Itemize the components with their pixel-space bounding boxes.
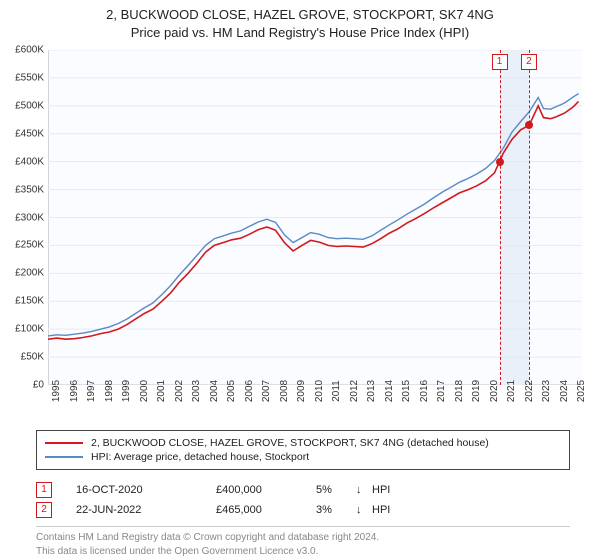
y-tick-label: £100K (0, 324, 44, 335)
y-tick-label: £550K (0, 72, 44, 83)
x-tick-label: 2013 (366, 380, 377, 402)
y-tick-label: £200K (0, 268, 44, 279)
legend-label: 2, BUCKWOOD CLOSE, HAZEL GROVE, STOCKPOR… (91, 437, 489, 449)
x-tick-label: 2012 (349, 380, 360, 402)
marker-vline (500, 50, 501, 385)
x-tick-label: 2020 (489, 380, 500, 402)
x-tick-label: 2024 (559, 380, 570, 402)
license-text: Contains HM Land Registry data © Crown c… (36, 531, 570, 558)
x-tick-label: 2021 (506, 380, 517, 402)
transactions: 1 16-OCT-2020 £400,000 5% ↓ HPI 2 22-JUN… (36, 480, 570, 520)
txn-delta: 5% (316, 484, 356, 496)
license-line2: This data is licensed under the Open Gov… (36, 545, 570, 559)
y-tick-label: £50K (0, 352, 44, 363)
x-tick-label: 2001 (156, 380, 167, 402)
x-tick-label: 1995 (51, 380, 62, 402)
marker-vline (529, 50, 530, 385)
transaction-row: 2 22-JUN-2022 £465,000 3% ↓ HPI (36, 500, 570, 520)
marker-dot (525, 121, 533, 129)
x-tick-label: 2017 (436, 380, 447, 402)
x-tick-label: 2008 (279, 380, 290, 402)
root: 2, BUCKWOOD CLOSE, HAZEL GROVE, STOCKPOR… (0, 0, 600, 560)
grid-and-series (48, 50, 582, 385)
transaction-row: 1 16-OCT-2020 £400,000 5% ↓ HPI (36, 480, 570, 500)
marker-label: 2 (521, 54, 537, 70)
bottom-panel: 2, BUCKWOOD CLOSE, HAZEL GROVE, STOCKPOR… (36, 430, 570, 558)
x-tick-label: 2009 (296, 380, 307, 402)
title-line2: Price paid vs. HM Land Registry's House … (0, 24, 600, 42)
marker-dot (496, 158, 504, 166)
x-tick-label: 2014 (384, 380, 395, 402)
txn-ref: HPI (372, 504, 390, 516)
txn-badge: 2 (36, 502, 52, 518)
x-tick-label: 2019 (471, 380, 482, 402)
x-tick-label: 1998 (104, 380, 115, 402)
down-arrow-icon: ↓ (356, 504, 372, 516)
x-tick-label: 2004 (209, 380, 220, 402)
divider (36, 526, 570, 527)
txn-ref: HPI (372, 484, 390, 496)
y-tick-label: £300K (0, 212, 44, 223)
marker-label: 1 (492, 54, 508, 70)
legend-swatch (45, 456, 83, 458)
y-tick-label: £350K (0, 184, 44, 195)
x-tick-label: 2011 (331, 380, 342, 402)
txn-delta: 3% (316, 504, 356, 516)
legend-swatch (45, 442, 83, 444)
legend-item: HPI: Average price, detached house, Stoc… (45, 450, 561, 464)
x-tick-label: 2000 (139, 380, 150, 402)
x-tick-label: 2002 (174, 380, 185, 402)
x-tick-label: 1996 (69, 380, 80, 402)
x-tick-label: 1997 (86, 380, 97, 402)
x-tick-label: 2018 (454, 380, 465, 402)
x-tick-label: 2015 (401, 380, 412, 402)
legend-item: 2, BUCKWOOD CLOSE, HAZEL GROVE, STOCKPOR… (45, 436, 561, 450)
legend: 2, BUCKWOOD CLOSE, HAZEL GROVE, STOCKPOR… (36, 430, 570, 470)
txn-price: £465,000 (216, 504, 316, 516)
legend-label: HPI: Average price, detached house, Stoc… (91, 451, 309, 463)
x-tick-label: 2003 (191, 380, 202, 402)
chart-title: 2, BUCKWOOD CLOSE, HAZEL GROVE, STOCKPOR… (0, 0, 600, 41)
title-line1: 2, BUCKWOOD CLOSE, HAZEL GROVE, STOCKPOR… (0, 6, 600, 24)
txn-date: 16-OCT-2020 (76, 484, 216, 496)
txn-date: 22-JUN-2022 (76, 504, 216, 516)
chart-area: £0£50K£100K£150K£200K£250K£300K£350K£400… (48, 50, 582, 385)
txn-badge: 1 (36, 482, 52, 498)
y-tick-label: £600K (0, 45, 44, 56)
x-tick-label: 2007 (261, 380, 272, 402)
y-tick-label: £500K (0, 100, 44, 111)
x-tick-label: 1999 (121, 380, 132, 402)
x-tick-label: 2005 (226, 380, 237, 402)
y-tick-label: £0 (0, 380, 44, 391)
down-arrow-icon: ↓ (356, 484, 372, 496)
txn-price: £400,000 (216, 484, 316, 496)
x-tick-label: 2010 (314, 380, 325, 402)
y-tick-label: £450K (0, 128, 44, 139)
x-tick-label: 2025 (576, 380, 587, 402)
y-tick-label: £250K (0, 240, 44, 251)
x-tick-label: 2006 (244, 380, 255, 402)
license-line1: Contains HM Land Registry data © Crown c… (36, 531, 570, 545)
x-tick-label: 2016 (419, 380, 430, 402)
y-tick-label: £150K (0, 296, 44, 307)
x-tick-label: 2023 (541, 380, 552, 402)
y-tick-label: £400K (0, 156, 44, 167)
